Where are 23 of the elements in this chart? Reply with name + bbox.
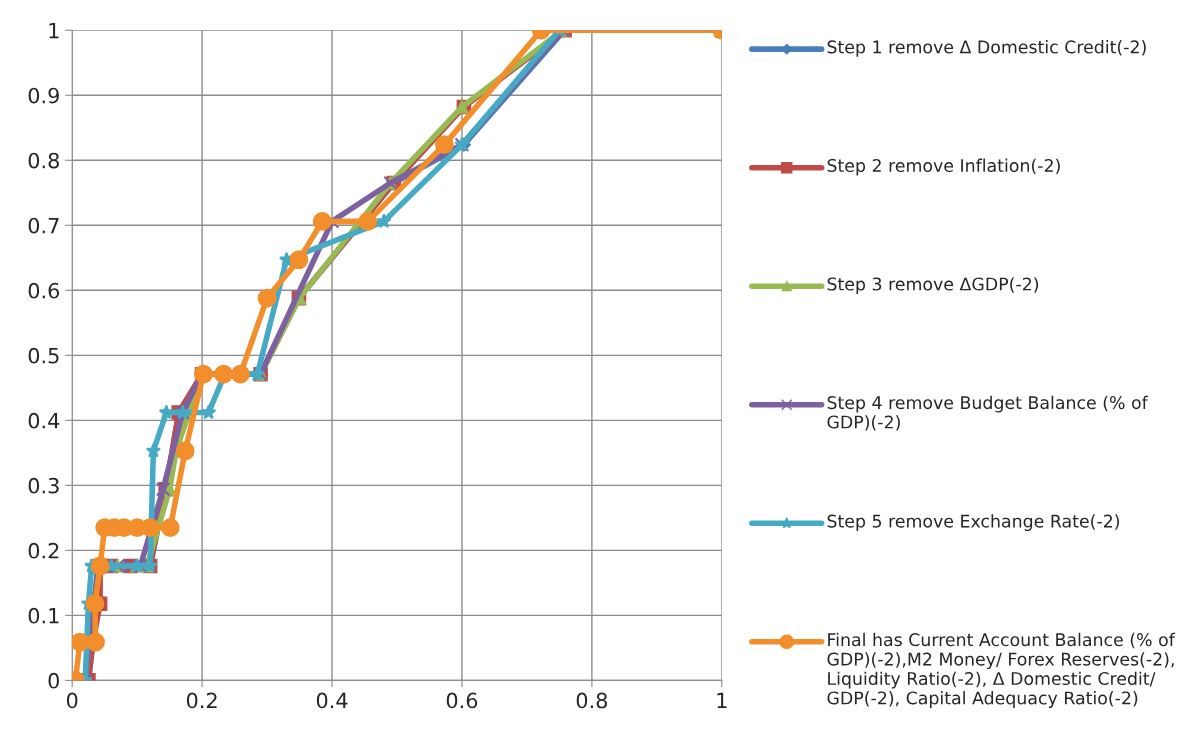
- x-tick-label: 1: [717, 692, 727, 709]
- y-tick-label: 0.9: [28, 87, 59, 104]
- y-tick-label: 0.7: [28, 217, 59, 234]
- legend-label: Final has Current Account Balance (% of GDP)(-2),M2 Money/ Forex Reserves(-2), Liquidity Ratio(-2), Δ Domestic Credit/ GDP(-2), Capital Adequacy Ratio(-2): [827, 632, 1176, 708]
- y-tick-label: 0.4: [28, 412, 60, 429]
- x-tick-label: 0.2: [186, 692, 217, 709]
- legend-label: Step 2 remove Inflation(-2): [827, 158, 1060, 176]
- legend-label: Step 3 remove ΔGDP(-2): [827, 277, 1039, 294]
- y-tick-label: 0.6: [28, 282, 60, 299]
- y-tick-label: 1: [49, 22, 59, 39]
- y-tick-label: 0: [48, 672, 59, 689]
- y-tick-label: 0.8: [28, 152, 59, 169]
- legend-label: Step 5 remove Exchange Rate(-2): [827, 514, 1120, 532]
- x-tick-label: 0: [66, 692, 78, 709]
- y-tick-label: 0.3: [28, 477, 59, 494]
- legend-label: Step 1 remove Δ Domestic Credit(-2): [827, 40, 1146, 57]
- legend-label: Step 4 remove Budget Balance (% of GDP)(-2): [827, 395, 1149, 431]
- x-tick-label: 0.4: [316, 692, 348, 709]
- y-tick-label: 0.1: [28, 607, 59, 624]
- y-tick-label: 0.2: [28, 542, 59, 559]
- y-tick-label: 0.5: [28, 347, 59, 364]
- x-tick-label: 0.8: [576, 692, 608, 709]
- x-tick-label: 0.6: [446, 692, 478, 709]
